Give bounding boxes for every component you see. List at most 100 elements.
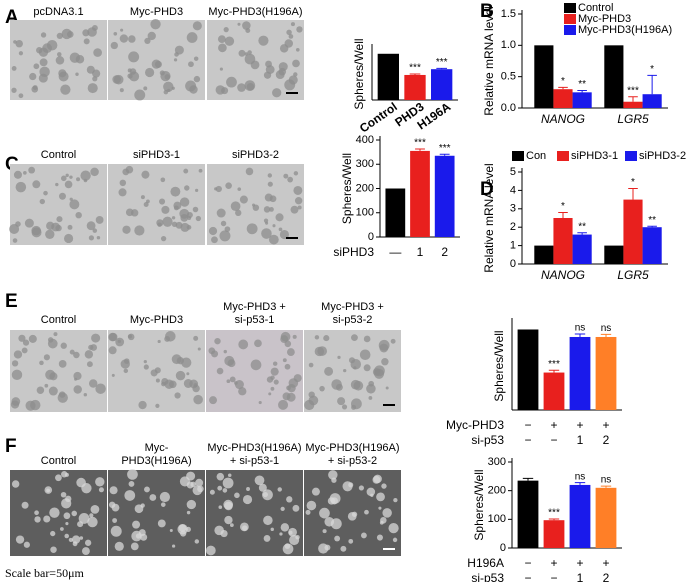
sphere-cell [113, 74, 124, 85]
sphere-cell [246, 487, 250, 491]
sphere-cell [224, 226, 231, 233]
sphere-cell [75, 211, 82, 219]
row-label: Myc-PHD3 [446, 418, 504, 432]
sphere-cell [351, 334, 358, 342]
panel-letter: F [5, 436, 17, 457]
sphere-cell [69, 175, 73, 179]
sphere-cell [11, 369, 23, 381]
significance: *** [548, 359, 560, 370]
sphere-cell [370, 493, 374, 497]
sphere-cell [124, 490, 136, 501]
sphere-cell [86, 221, 96, 231]
sphere-cell [73, 385, 82, 394]
sphere-cell [272, 88, 282, 98]
sphere-cell [282, 543, 294, 555]
bar [517, 329, 539, 410]
sphere-cell [95, 477, 105, 487]
sphere-cell [90, 167, 99, 177]
sphere-cell [46, 39, 58, 51]
bar [569, 484, 591, 548]
sphere-cell [272, 224, 276, 228]
panel-letter: B [480, 1, 494, 22]
bar [553, 218, 573, 264]
y-tick-label: 0 [510, 258, 516, 270]
sphere-cell [227, 473, 232, 477]
sphere-cell [311, 487, 320, 496]
sphere-cell [18, 51, 24, 56]
sphere-cell [163, 81, 174, 92]
row-label: si-p53 [471, 571, 504, 582]
row-value: + [550, 556, 557, 570]
sphere-cell [258, 483, 267, 492]
image-caption: Control [41, 149, 76, 161]
image-caption: Control [41, 314, 76, 326]
sphere-cell [171, 216, 176, 220]
significance: ns [575, 323, 586, 334]
sphere-cell [110, 525, 122, 537]
sphere-cell [250, 359, 262, 371]
sphere-cell [51, 222, 61, 232]
sphere-cell [208, 347, 216, 355]
sphere-cell [284, 79, 296, 91]
sphere-cell [195, 188, 199, 192]
significance: *** [627, 85, 639, 96]
image-caption: Myc- [145, 442, 169, 454]
sphere-cell [290, 205, 299, 214]
sphere-cell [60, 491, 67, 498]
sphere-cell [246, 83, 255, 91]
bar [553, 89, 573, 108]
sphere-cell [64, 180, 73, 189]
sphere-cell [122, 225, 131, 234]
image-caption: Myc-PHD3 + [223, 301, 286, 313]
sphere-cell [252, 203, 256, 207]
sphere-cell [193, 75, 201, 83]
row-value: 2 [603, 433, 610, 447]
sphere-cell [275, 213, 284, 222]
sphere-cell [15, 535, 25, 544]
sphere-cell [242, 21, 251, 30]
sphere-cell [147, 31, 156, 41]
sphere-cell [11, 65, 17, 71]
sphere-cell [186, 510, 191, 515]
sphere-cell [245, 167, 254, 176]
sphere-cell [192, 21, 202, 31]
sphere-cell [50, 546, 57, 553]
sphere-cell [61, 28, 72, 40]
y-tick-label: 5 [510, 166, 516, 178]
sphere-cell [381, 483, 387, 489]
sphere-cell [25, 400, 36, 411]
sphere-cell [219, 230, 231, 242]
sphere-cell [163, 89, 169, 95]
sphere-cell [267, 181, 273, 187]
sphere-cell [334, 535, 341, 542]
sphere-cell [193, 394, 203, 405]
sphere-cell [197, 485, 204, 493]
bar [595, 336, 617, 410]
row-label: si-p53 [471, 433, 504, 447]
sphere-cell [308, 362, 314, 368]
bar [642, 94, 662, 108]
sphere-cell [273, 379, 279, 385]
image-caption: PHD3(H196A) [121, 455, 191, 467]
y-axis-label: Relative mRNA level [482, 6, 496, 115]
sphere-cell [11, 480, 20, 488]
sphere-cell [216, 472, 225, 481]
sphere-cell [39, 66, 50, 78]
sphere-cell [237, 187, 242, 191]
row-value: − [524, 571, 531, 582]
image-caption: siPHD3-2 [232, 149, 279, 161]
sphere-cell [63, 512, 71, 520]
sphere-cell [283, 173, 289, 179]
bar [572, 92, 592, 108]
sphere-cell [183, 379, 193, 388]
sphere-cell [69, 349, 75, 355]
sphere-cell [21, 347, 28, 354]
legend-label: Myc-PHD3(H196A) [578, 24, 672, 36]
category-label: NANOG [541, 112, 585, 126]
sphere-cell [218, 43, 227, 53]
sphere-cell [76, 177, 81, 182]
sphere-cell [43, 190, 48, 196]
bar [543, 372, 565, 410]
sphere-cell [111, 373, 115, 377]
sphere-cell [390, 338, 396, 344]
